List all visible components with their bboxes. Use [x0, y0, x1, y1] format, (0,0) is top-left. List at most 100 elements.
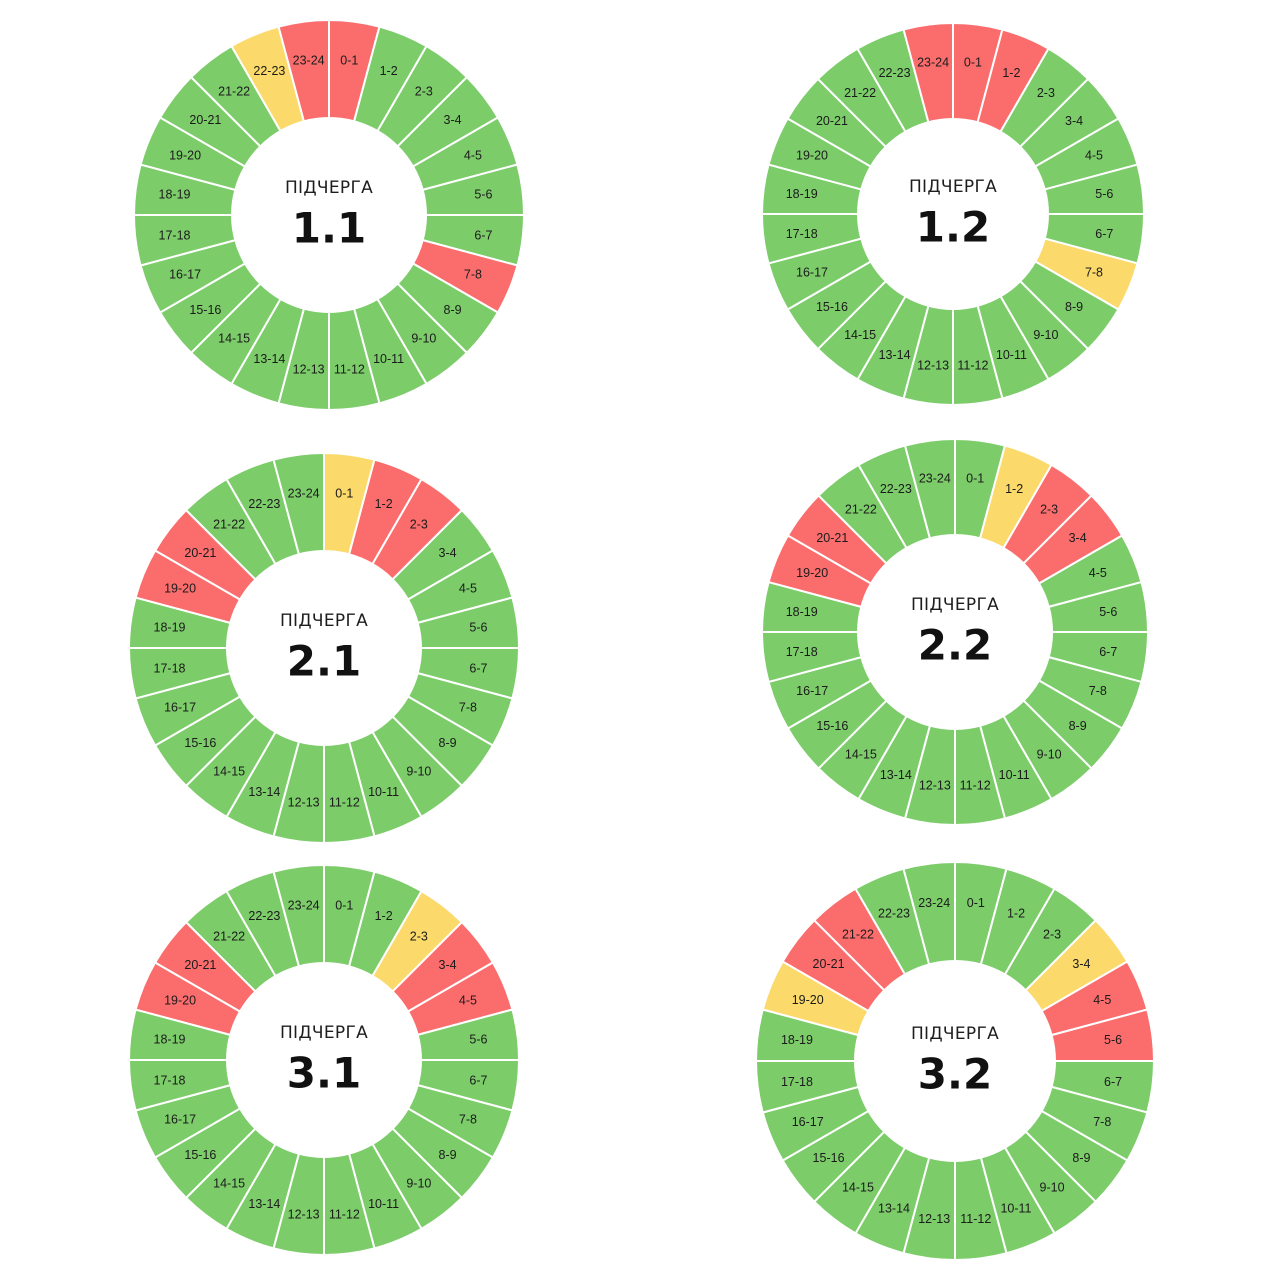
hour-label: 15-16 — [184, 1148, 216, 1162]
hour-label: 3-4 — [444, 113, 462, 127]
hour-label: 20-21 — [189, 113, 221, 127]
queue-caption: ПІДЧЕРГА — [280, 611, 368, 631]
queue-caption: ПІДЧЕРГА — [911, 595, 999, 615]
hour-label: 11-12 — [329, 1207, 360, 1221]
hour-label: 4-5 — [464, 148, 482, 162]
hour-label: 10-11 — [996, 348, 1027, 362]
hour-label: 9-10 — [1033, 328, 1058, 342]
queue-donut-3.1: 0-1 1-2 2-3 3-4 4-5 5-6 6-7 7-8 8-9 9-10 10-11 11-1… — [127, 863, 521, 1257]
hour-label: 4-5 — [1093, 993, 1111, 1007]
hour-label: 5-6 — [474, 188, 492, 202]
hour-label: 22-23 — [253, 64, 285, 78]
hour-label: 7-8 — [1085, 265, 1103, 279]
queue-donut-1.1: 0-1 1-2 2-3 3-4 4-5 5-6 6-7 7-8 8-9 9-10 10-11 11-1… — [132, 18, 526, 412]
hour-label: 9-10 — [411, 332, 436, 346]
hour-label: 1-2 — [375, 909, 393, 923]
hour-label: 0-1 — [966, 472, 984, 486]
hour-label: 6-7 — [1099, 645, 1117, 659]
hour-label: 21-22 — [213, 929, 245, 943]
queue-number: 2.1 — [287, 637, 361, 686]
hour-label: 10-11 — [1000, 1201, 1031, 1215]
hour-label: 5-6 — [469, 1033, 487, 1047]
hour-label: 10-11 — [368, 1197, 399, 1211]
hour-label: 14-15 — [218, 332, 250, 346]
hour-label: 3-4 — [439, 546, 457, 560]
hour-label: 17-18 — [786, 227, 818, 241]
hour-label: 7-8 — [459, 1113, 477, 1127]
hour-segment-23-24-on — [903, 437, 956, 540]
hour-label: 13-14 — [879, 348, 911, 362]
hour-label: 3-4 — [1069, 531, 1087, 545]
hour-label: 17-18 — [154, 1073, 186, 1087]
hour-label: 15-16 — [816, 300, 848, 314]
queue-number: 3.2 — [918, 1050, 992, 1099]
queue-caption: ПІДЧЕРГА — [285, 178, 373, 198]
hour-segment-23-24-off — [902, 21, 954, 124]
hour-label: 6-7 — [469, 1073, 487, 1087]
hour-label: 17-18 — [781, 1075, 813, 1089]
hour-label: 8-9 — [1069, 719, 1087, 733]
hour-label: 0-1 — [967, 896, 985, 910]
hour-label: 13-14 — [878, 1201, 910, 1215]
hour-label: 7-8 — [1089, 684, 1107, 698]
hour-label: 0-1 — [335, 899, 353, 913]
hour-label: 10-11 — [999, 768, 1030, 782]
hour-label: 20-21 — [816, 531, 848, 545]
hour-label: 0-1 — [340, 54, 358, 68]
hour-label: 23-24 — [918, 896, 950, 910]
hour-label: 6-7 — [1095, 227, 1113, 241]
hour-label: 22-23 — [248, 909, 280, 923]
hour-label: 9-10 — [406, 765, 431, 779]
queue-number: 2.2 — [918, 621, 992, 670]
hour-label: 18-19 — [154, 1033, 186, 1047]
hour-label: 18-19 — [786, 187, 818, 201]
hour-label: 12-13 — [918, 1212, 950, 1226]
hour-label: 18-19 — [786, 605, 818, 619]
hour-label: 18-19 — [781, 1033, 813, 1047]
hour-label: 0-1 — [335, 487, 353, 501]
hour-label: 16-17 — [164, 1113, 196, 1127]
hour-label: 5-6 — [1095, 187, 1113, 201]
hour-label: 0-1 — [964, 56, 982, 70]
hour-label: 2-3 — [1037, 86, 1055, 100]
hour-label: 15-16 — [184, 736, 216, 750]
hour-label: 11-12 — [329, 795, 360, 809]
hour-label: 3-4 — [1065, 114, 1083, 128]
queue-number: 1.2 — [916, 203, 990, 252]
hour-label: 17-18 — [159, 228, 191, 242]
hour-label: 15-16 — [816, 719, 848, 733]
hour-label: 12-13 — [288, 1207, 320, 1221]
hour-label: 7-8 — [459, 701, 477, 715]
hour-label: 17-18 — [154, 661, 186, 675]
hour-label: 2-3 — [410, 929, 428, 943]
hour-label: 17-18 — [786, 645, 818, 659]
hour-label: 21-22 — [218, 84, 250, 98]
hour-label: 19-20 — [164, 581, 196, 595]
hour-label: 7-8 — [464, 268, 482, 282]
hour-label: 1-2 — [1002, 66, 1020, 80]
hour-label: 10-11 — [373, 352, 404, 366]
hour-label: 5-6 — [1104, 1033, 1122, 1047]
hour-label: 16-17 — [164, 701, 196, 715]
hour-label: 12-13 — [917, 358, 949, 372]
hour-label: 13-14 — [248, 785, 280, 799]
hour-label: 14-15 — [213, 765, 245, 779]
hour-label: 20-21 — [184, 958, 216, 972]
queue-number: 1.1 — [292, 204, 366, 253]
queue-donut-1.2: 0-1 1-2 2-3 3-4 4-5 5-6 6-7 7-8 8-9 9-10 10-11 11-1… — [760, 21, 1146, 407]
hour-segment-23-24-on — [272, 863, 325, 968]
hour-label: 22-23 — [248, 497, 280, 511]
hour-label: 16-17 — [796, 265, 828, 279]
queue-caption: ПІДЧЕРГА — [909, 177, 997, 197]
hour-label: 16-17 — [796, 684, 828, 698]
hour-label: 4-5 — [1085, 149, 1103, 163]
hour-label: 8-9 — [444, 303, 462, 317]
hour-label: 11-12 — [960, 778, 991, 792]
hour-label: 12-13 — [919, 778, 951, 792]
hour-label: 11-12 — [334, 362, 365, 376]
hour-segment-23-24-on — [272, 451, 325, 556]
hour-label: 14-15 — [844, 328, 876, 342]
hour-label: 23-24 — [288, 899, 320, 913]
hour-label: 2-3 — [1043, 928, 1061, 942]
